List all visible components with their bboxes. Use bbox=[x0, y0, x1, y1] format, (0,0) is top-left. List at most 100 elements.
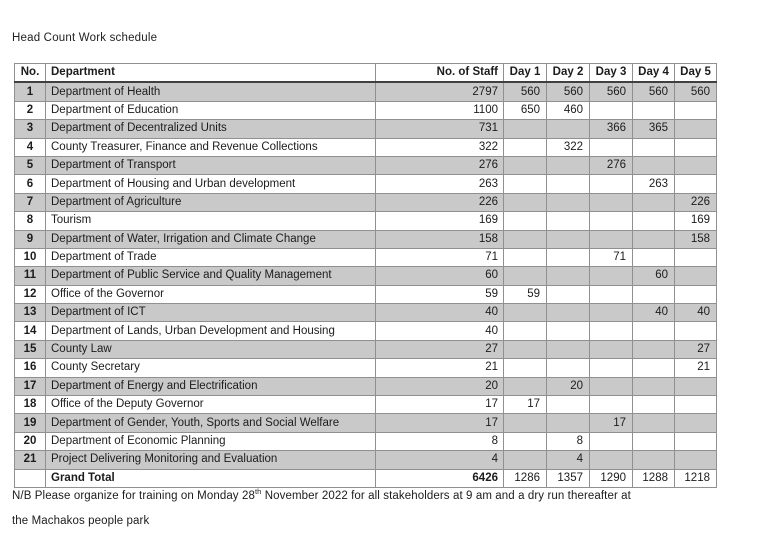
table-row: 15 County Law 27 27 bbox=[14, 339, 717, 360]
department-cell: Department of Economic Planning bbox=[45, 431, 376, 452]
row-number-cell: 2 bbox=[14, 100, 46, 121]
day-3-cell bbox=[589, 339, 633, 360]
staff-count-cell: 17 bbox=[375, 395, 504, 415]
grand-total-day-1: 1286 bbox=[503, 468, 547, 488]
department-cell: Department of Health bbox=[45, 81, 376, 102]
day-2-cell bbox=[546, 174, 590, 194]
day-3-cell bbox=[589, 229, 633, 249]
day-3-cell bbox=[589, 450, 633, 470]
day-1-cell bbox=[503, 192, 547, 213]
day-1-cell bbox=[503, 358, 547, 378]
day-5-cell: 169 bbox=[674, 211, 717, 231]
day-4-cell bbox=[632, 321, 675, 341]
day-4-cell: 263 bbox=[632, 174, 675, 194]
day-4-cell bbox=[632, 450, 675, 470]
staff-count-cell: 263 bbox=[375, 174, 504, 194]
day-3-cell bbox=[589, 431, 633, 452]
table-row: 3 Department of Decentralized Units 731 … bbox=[14, 119, 717, 139]
day-2-cell bbox=[546, 339, 590, 360]
day-3-cell bbox=[589, 137, 633, 157]
day-1-cell bbox=[503, 155, 547, 176]
day-4-cell bbox=[632, 247, 675, 268]
day-5-cell bbox=[674, 247, 717, 268]
day-3-cell: 366 bbox=[589, 119, 633, 139]
day-4-cell bbox=[632, 431, 675, 452]
table-row: 1 Department of Health 2797 560 560 560 … bbox=[14, 81, 717, 102]
day-5-cell: 21 bbox=[674, 358, 717, 378]
department-cell: County Treasurer, Finance and Revenue Co… bbox=[45, 137, 376, 157]
department-cell: Department of Energy and Electrification bbox=[45, 376, 376, 397]
staff-count-cell: 322 bbox=[375, 137, 504, 157]
day-1-cell bbox=[503, 431, 547, 452]
day-4-cell bbox=[632, 395, 675, 415]
row-number-cell: 11 bbox=[14, 266, 46, 286]
day-3-cell bbox=[589, 100, 633, 121]
table-row: 9 Department of Water, Irrigation and Cl… bbox=[14, 229, 717, 249]
staff-count-cell: 21 bbox=[375, 358, 504, 378]
day-3-cell bbox=[589, 395, 633, 415]
grand-total-label: Grand Total bbox=[45, 468, 376, 488]
day-5-cell bbox=[674, 284, 717, 305]
footnote-text-post: November 2022 for all stakeholders at 9 … bbox=[261, 490, 631, 502]
day-1-cell bbox=[503, 137, 547, 157]
day-4-cell bbox=[632, 100, 675, 121]
staff-count-cell: 8 bbox=[375, 431, 504, 452]
day-4-cell bbox=[632, 358, 675, 378]
department-cell: Office of the Governor bbox=[45, 284, 376, 305]
grand-total-no-cell bbox=[14, 468, 46, 488]
row-number-cell: 5 bbox=[14, 155, 46, 176]
table-row: 2 Department of Education 1100 650 460 bbox=[14, 100, 717, 121]
department-cell: Department of Water, Irrigation and Clim… bbox=[45, 229, 376, 249]
day-3-cell bbox=[589, 174, 633, 194]
day-5-cell bbox=[674, 266, 717, 286]
day-2-cell bbox=[546, 284, 590, 305]
column-header-day-2: Day 2 bbox=[546, 63, 590, 84]
table-row: 4 County Treasurer, Finance and Revenue … bbox=[14, 137, 717, 157]
staff-count-cell: 4 bbox=[375, 450, 504, 470]
column-header-day-5: Day 5 bbox=[674, 63, 717, 84]
day-3-cell bbox=[589, 358, 633, 378]
grand-total-day-3: 1290 bbox=[589, 468, 633, 488]
day-5-cell bbox=[674, 155, 717, 176]
staff-count-cell: 1100 bbox=[375, 100, 504, 121]
staff-count-cell: 27 bbox=[375, 339, 504, 360]
day-3-cell: 560 bbox=[589, 81, 633, 102]
day-4-cell: 60 bbox=[632, 266, 675, 286]
department-cell: Department of Transport bbox=[45, 155, 376, 176]
day-3-cell bbox=[589, 284, 633, 305]
row-number-cell: 1 bbox=[14, 81, 46, 102]
table-row: 5 Department of Transport 276 276 bbox=[14, 155, 717, 176]
table-row: 12 Office of the Governor 59 59 bbox=[14, 284, 717, 305]
table-row: 11 Department of Public Service and Qual… bbox=[14, 266, 717, 286]
row-number-cell: 15 bbox=[14, 339, 46, 360]
day-5-cell bbox=[674, 321, 717, 341]
day-4-cell: 365 bbox=[632, 119, 675, 139]
head-count-table: No. Department No. of Staff Day 1 Day 2 … bbox=[14, 63, 717, 488]
table-row: 18 Office of the Deputy Governor 17 17 bbox=[14, 395, 717, 415]
staff-count-cell: 158 bbox=[375, 229, 504, 249]
day-5-cell bbox=[674, 100, 717, 121]
row-number-cell: 14 bbox=[14, 321, 46, 341]
day-5-cell bbox=[674, 413, 717, 433]
day-2-cell bbox=[546, 266, 590, 286]
column-header-day-1: Day 1 bbox=[503, 63, 547, 84]
staff-count-cell: 169 bbox=[375, 211, 504, 231]
table-row: 14 Department of Lands, Urban Developmen… bbox=[14, 321, 717, 341]
staff-count-cell: 40 bbox=[375, 321, 504, 341]
day-4-cell bbox=[632, 192, 675, 213]
staff-count-cell: 71 bbox=[375, 247, 504, 268]
staff-count-cell: 731 bbox=[375, 119, 504, 139]
staff-count-cell: 276 bbox=[375, 155, 504, 176]
staff-count-cell: 2797 bbox=[375, 81, 504, 102]
staff-count-cell: 17 bbox=[375, 413, 504, 433]
grand-total-row: Grand Total 6426 1286 1357 1290 1288 121… bbox=[14, 468, 717, 488]
day-3-cell: 71 bbox=[589, 247, 633, 268]
day-1-cell bbox=[503, 211, 547, 231]
grand-total-day-2: 1357 bbox=[546, 468, 590, 488]
day-4-cell bbox=[632, 284, 675, 305]
day-5-cell: 40 bbox=[674, 303, 717, 323]
day-4-cell bbox=[632, 339, 675, 360]
department-cell: Department of Public Service and Quality… bbox=[45, 266, 376, 286]
footnote-superscript: th bbox=[254, 487, 262, 497]
day-1-cell bbox=[503, 450, 547, 470]
